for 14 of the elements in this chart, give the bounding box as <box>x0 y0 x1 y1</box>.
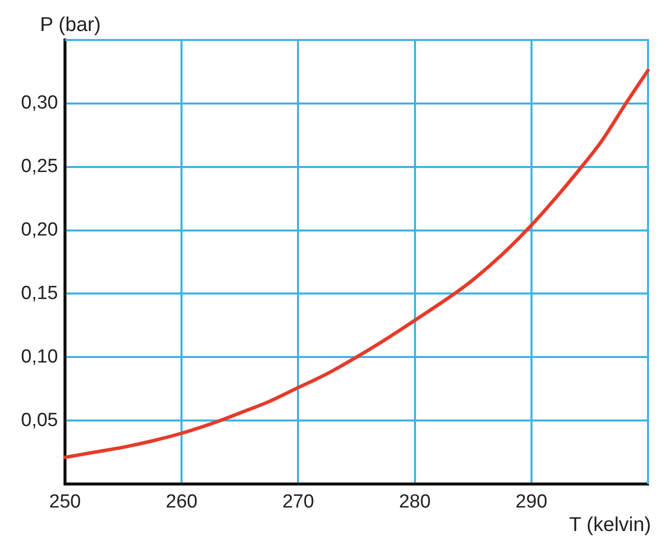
y-tick-label: 0,10 <box>21 346 58 368</box>
x-tick-label: 290 <box>516 492 548 513</box>
y-tick-label: 0,05 <box>21 410 58 431</box>
y-axis-title: P (bar) <box>40 14 101 36</box>
y-tick-label: 0,15 <box>21 282 58 304</box>
x-tick-label: 270 <box>282 492 314 513</box>
x-tick-label: 280 <box>398 492 431 513</box>
x-axis-title: T (kelvin) <box>569 514 651 536</box>
line-series <box>63 68 650 460</box>
x-tick-label: 260 <box>166 492 198 513</box>
y-tick-label: 0,20 <box>21 220 58 241</box>
y-tick-label: 0,30 <box>21 92 58 114</box>
x-tick-label: 250 <box>49 492 81 513</box>
y-tick-label: 0,25 <box>21 156 58 178</box>
